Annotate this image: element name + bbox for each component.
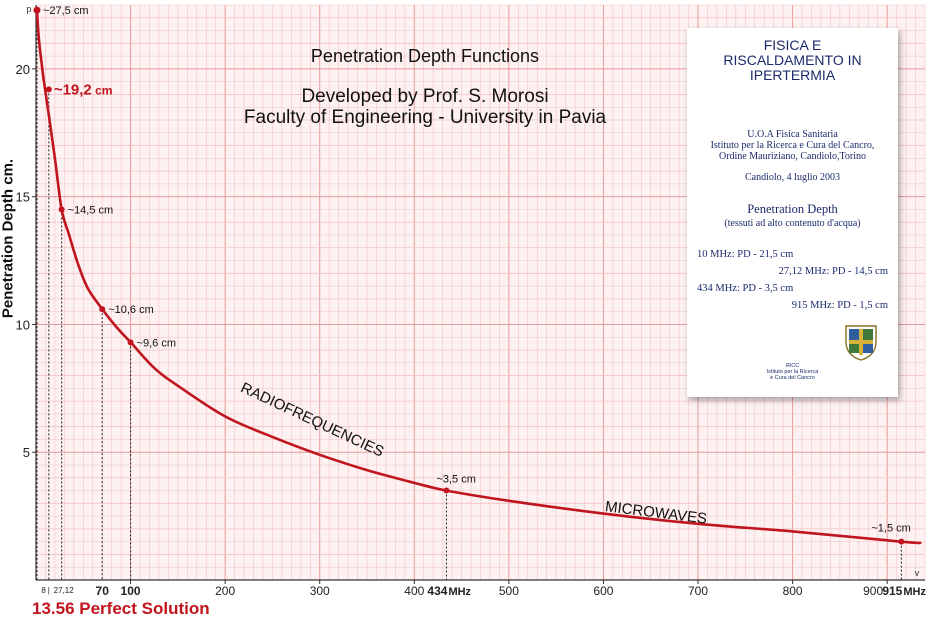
x-tick-label: 700 (688, 584, 708, 598)
card-row: 27,12 MHz: PD - 14,5 cm (778, 266, 888, 277)
card-row: 434 MHz: PD - 3,5 cm (697, 283, 794, 294)
card-row: 10 MHz: PD - 21,5 cm (697, 249, 794, 260)
data-point-marker (127, 339, 134, 346)
data-point-marker (898, 538, 905, 545)
card-institute-line: Ordine Mauriziano, Candiolo,Torino (718, 151, 867, 162)
data-point-marker (33, 6, 41, 14)
x-tick-label: 100 (121, 584, 141, 598)
x-special-tick-label: | (48, 586, 50, 595)
chart-title: Penetration Depth Functions (310, 46, 540, 66)
x-special-tick-label: 434 (427, 584, 447, 598)
card-title-line: FISICA E (763, 37, 822, 53)
data-label: ~10,6 cm (108, 304, 154, 316)
highlight-data-label-unit: cm (92, 83, 113, 97)
y-tick-label: 20 (16, 62, 30, 77)
logo-caption-line: Istituto per la Ricerca (766, 369, 819, 375)
card-pd-title: Penetration Depth (747, 202, 838, 216)
conference-card: FISICA E RISCALDAMENTO IN IPERTERMIA U.O… (687, 28, 898, 397)
perfect-solution-label: 13.56 Perfect Solution (32, 599, 210, 618)
data-point-marker (45, 86, 52, 93)
card-title-line: IPERTERMIA (749, 67, 836, 83)
data-point-marker (58, 206, 65, 213)
data-label: ~27,5 cm (43, 5, 89, 17)
logo-caption-line: e Cura del Cancro (770, 375, 815, 381)
data-point-marker (443, 487, 450, 494)
y-tick-label: 10 (16, 317, 30, 332)
x-unit-label: MHz (903, 586, 926, 598)
chart-subtitle-author: Developed by Prof. S. Morosi (301, 86, 549, 107)
logo-caption-line: IRCC (785, 363, 800, 369)
x-axis-letter: v (915, 568, 920, 578)
x-special-tick-label: 915 (882, 584, 902, 598)
x-special-tick-label: 27,12 (54, 586, 75, 595)
shield-logo-icon (845, 325, 877, 361)
y-tick-label: 5 (23, 445, 30, 460)
x-special-tick-label: 70 (96, 584, 110, 598)
data-label: ~9,6 cm (137, 337, 176, 349)
card-date: Candiolo, 4 luglio 2003 (745, 172, 840, 183)
data-label: ~14,5 cm (68, 204, 114, 216)
data-label: ~3,5 cm (436, 474, 475, 486)
y-tick-label: 15 (16, 190, 30, 205)
x-tick-label: 400 (404, 584, 424, 598)
x-tick-label: 800 (783, 584, 803, 598)
data-label: ~1,5 cm (871, 523, 910, 535)
x-tick-label: 900 (863, 584, 883, 598)
chart-subtitle-faculty: Faculty of Engineering - University in P… (243, 107, 607, 128)
card-title-line: RISCALDAMENTO IN (723, 52, 862, 68)
card-pd-subtitle: (tessuti ad alto contenuto d'acqua) (724, 218, 861, 229)
card-row: 915 MHz: PD - 1,5 cm (791, 300, 888, 311)
data-point-marker (99, 306, 106, 313)
highlight-data-label: ~19,2 cm (54, 81, 113, 98)
x-unit-label: MHz (448, 586, 471, 598)
x-tick-label: 200 (215, 584, 235, 598)
series-line-penetration-depth (35, 8, 922, 545)
card-institute-line: U.O.A Fisica Sanitaria (747, 129, 838, 140)
x-tick-label: 500 (499, 584, 519, 598)
x-tick-label: 300 (310, 584, 330, 598)
x-special-tick-label: 8 (41, 586, 46, 595)
y-axis-label: Penetration Depth cm. (0, 158, 17, 319)
y-axis-letter: p (26, 4, 31, 14)
x-tick-label: 600 (593, 584, 613, 598)
card-institute-line: Istituto per la Ricerca e Cura del Cancr… (710, 140, 875, 151)
